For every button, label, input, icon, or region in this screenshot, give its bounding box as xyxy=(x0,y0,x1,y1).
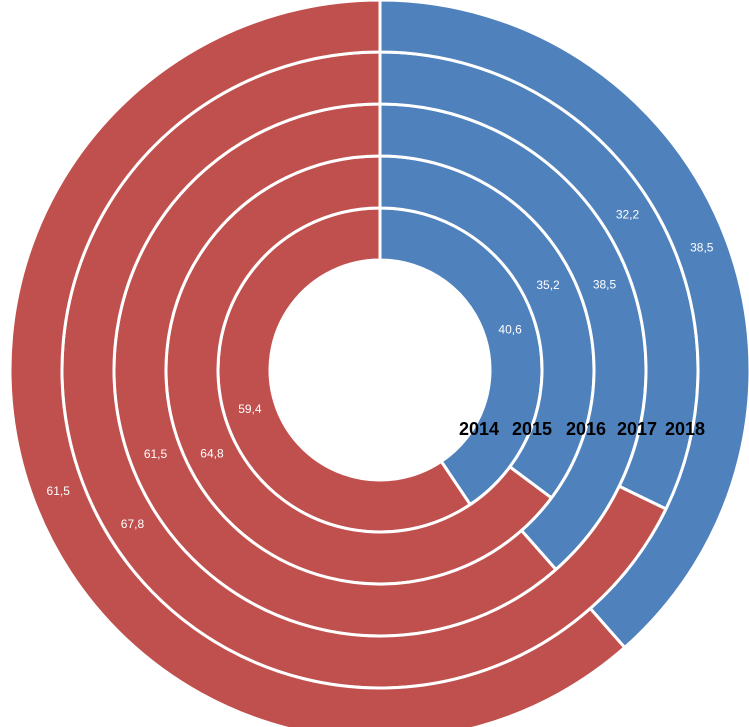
data-label-2014-red: 59,4 xyxy=(238,402,262,416)
year-label-2016: 2016 xyxy=(566,419,606,439)
year-label-2014: 2014 xyxy=(459,419,499,439)
data-label-2017-red: 67,8 xyxy=(121,517,145,531)
data-label-2014-blue: 40,6 xyxy=(498,323,522,337)
year-label-2017: 2017 xyxy=(617,419,657,439)
data-label-2018-red: 61,5 xyxy=(47,484,71,498)
data-label-2016-red: 61,5 xyxy=(144,447,168,461)
data-label-2018-blue: 38,5 xyxy=(690,241,714,255)
year-label-2015: 2015 xyxy=(512,419,552,439)
data-label-2015-blue: 35,2 xyxy=(536,278,560,292)
data-label-2017-blue: 32,2 xyxy=(616,207,640,221)
data-label-2016-blue: 38,5 xyxy=(593,277,617,291)
ring-2018-segment-red xyxy=(8,0,627,727)
year-label-2018: 2018 xyxy=(665,419,705,439)
data-label-2015-red: 64,8 xyxy=(200,446,224,460)
